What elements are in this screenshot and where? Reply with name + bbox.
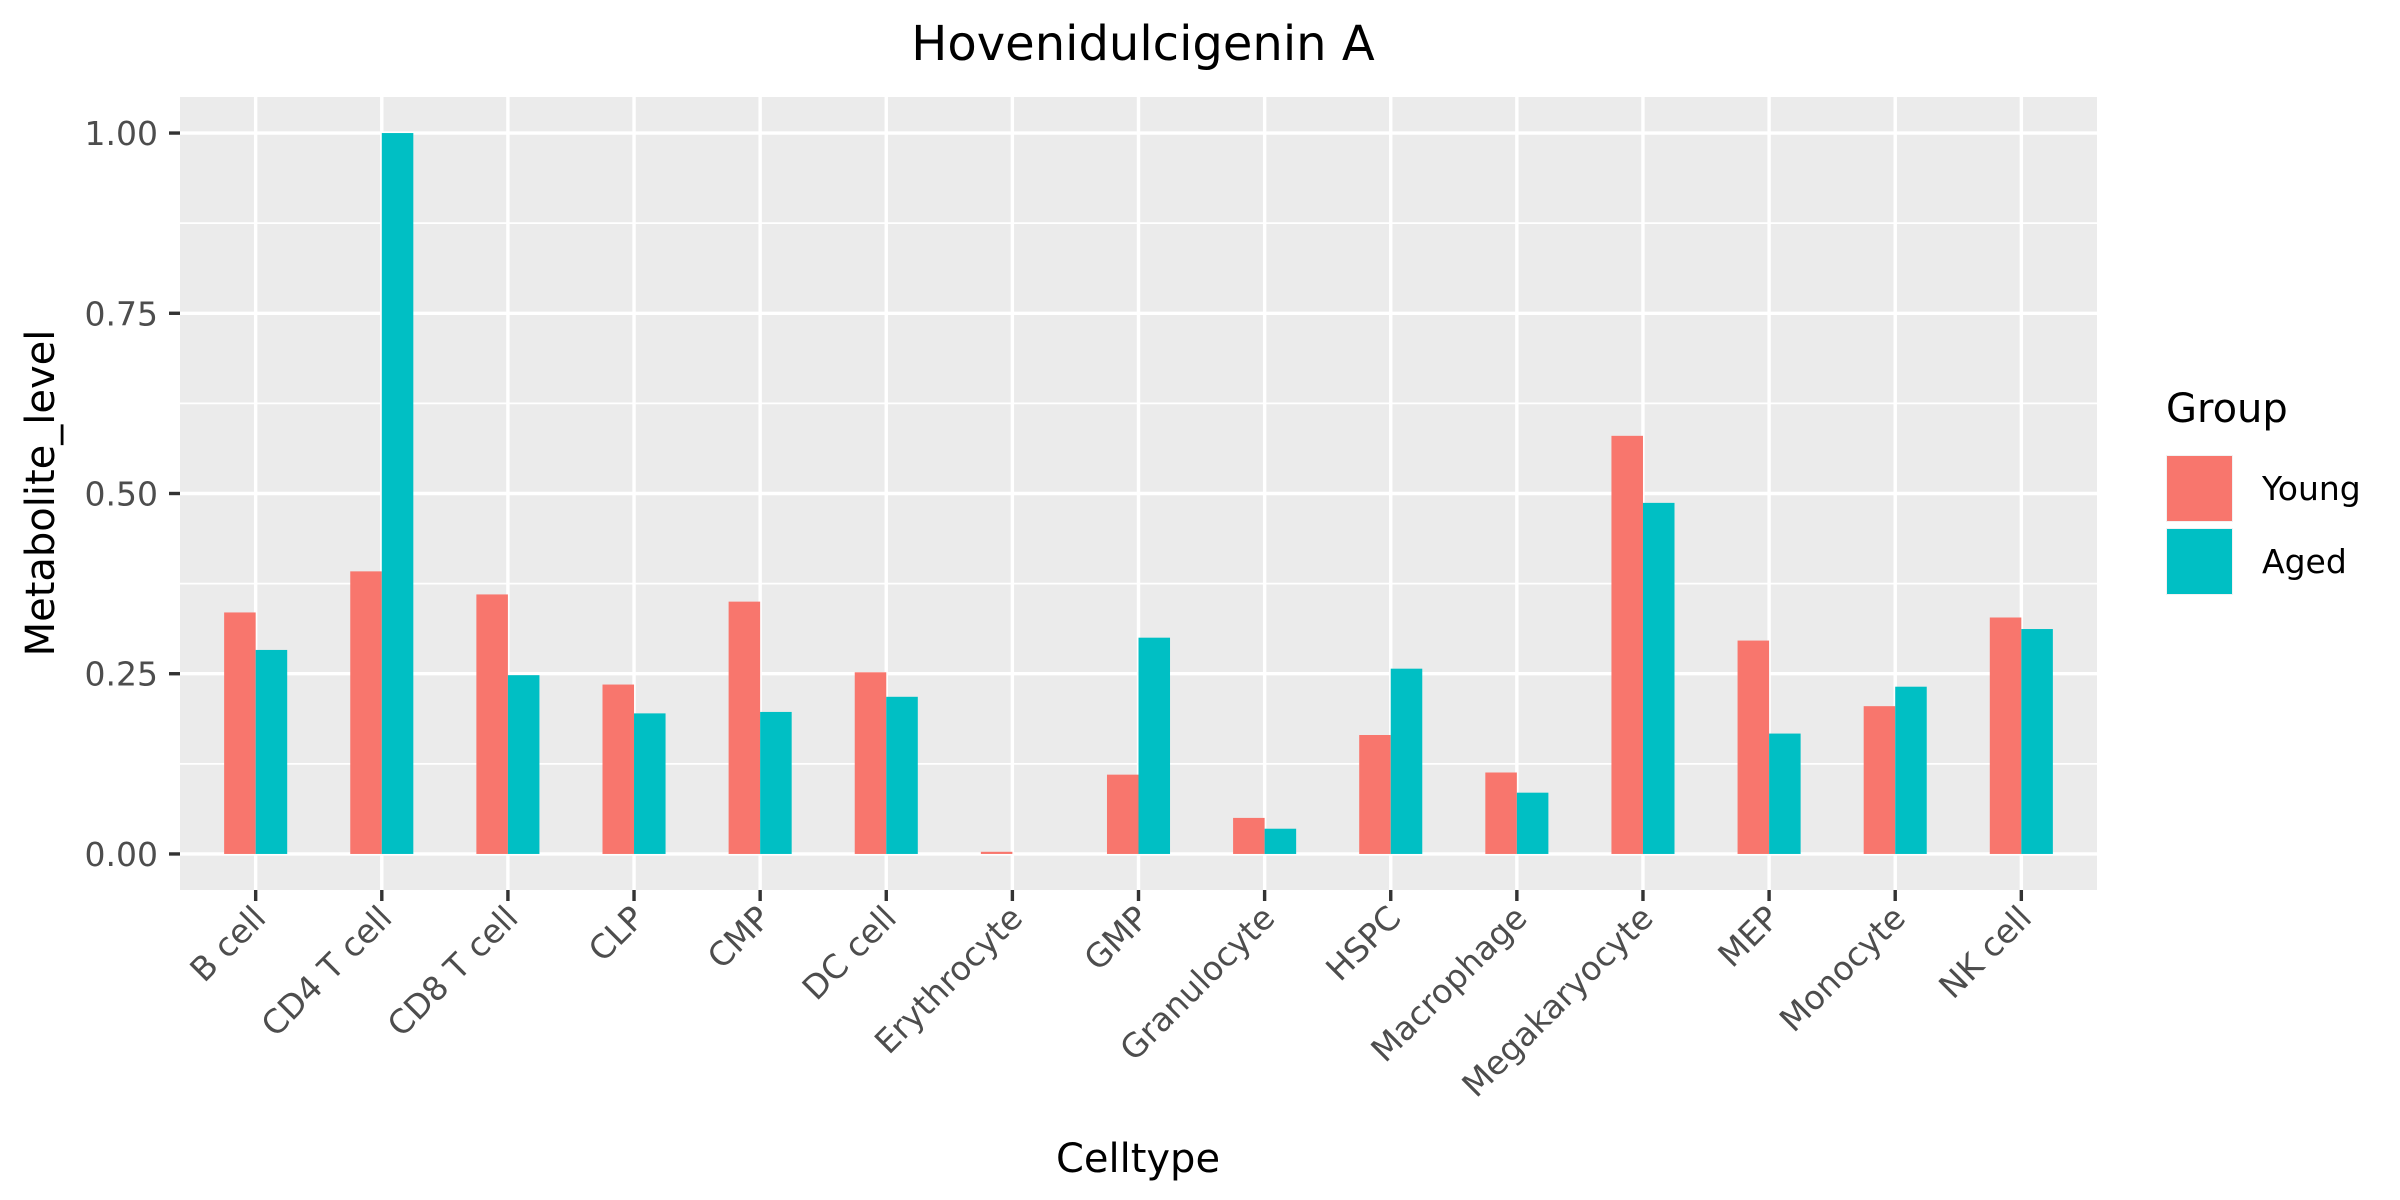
y-tick-label: 0.50 bbox=[85, 475, 158, 514]
legend-title: Group bbox=[2166, 386, 2288, 432]
bar-young-mep bbox=[1737, 640, 1770, 854]
bar-young-granulocyte bbox=[1233, 817, 1265, 854]
bar-young-gmp bbox=[1106, 774, 1139, 854]
bar-young-cd4-t-cell bbox=[350, 571, 382, 854]
y-tick-label: 0.75 bbox=[85, 294, 158, 333]
bar-aged-cd8-t-cell bbox=[507, 675, 540, 854]
y-tick-label: 0.25 bbox=[85, 655, 158, 694]
bar-aged-megakaryocyte bbox=[1642, 502, 1675, 854]
x-tick-label: CMP bbox=[700, 898, 778, 976]
x-axis-title: Celltype bbox=[1056, 1136, 1220, 1182]
bar-aged-mep bbox=[1769, 733, 1801, 854]
legend-label-young: Young bbox=[2261, 469, 2361, 508]
bar-young-b-cell bbox=[224, 612, 256, 854]
bar-aged-nk-cell bbox=[2021, 629, 2053, 854]
y-axis-title: Metabolite_level bbox=[18, 330, 64, 657]
bars bbox=[224, 133, 2053, 854]
bar-aged-dc-cell bbox=[886, 696, 918, 854]
bar-young-cd8-t-cell bbox=[476, 594, 508, 854]
bar-aged-hspc bbox=[1390, 668, 1423, 854]
bar-young-dc-cell bbox=[854, 672, 887, 854]
x-tick-label: CD4 T cell bbox=[254, 898, 400, 1044]
x-tick-label: CLP bbox=[581, 898, 652, 969]
x-tick-label: NK cell bbox=[1931, 898, 2039, 1006]
bar-young-megakaryocyte bbox=[1611, 435, 1643, 854]
bar-young-nk-cell bbox=[1989, 617, 2022, 854]
legend-label-aged: Aged bbox=[2262, 542, 2347, 581]
x-tick-label: GMP bbox=[1076, 898, 1156, 978]
bar-young-hspc bbox=[1359, 735, 1391, 854]
y-axis: 0.00 0.25 0.50 0.75 1.00 bbox=[85, 114, 180, 874]
x-tick-label: MEP bbox=[1710, 898, 1787, 975]
x-tick-label: HSPC bbox=[1318, 898, 1408, 988]
bar-aged-cmp bbox=[760, 711, 792, 854]
bar-young-monocyte bbox=[1863, 706, 1896, 854]
bar-young-macrophage bbox=[1485, 772, 1517, 854]
x-tick-label: CD8 T cell bbox=[380, 898, 526, 1044]
bar-aged-monocyte bbox=[1895, 686, 1927, 854]
bar-aged-gmp bbox=[1138, 637, 1171, 854]
x-tick-label: Monocyte bbox=[1772, 898, 1913, 1039]
legend-key-aged bbox=[2167, 529, 2232, 594]
chart-title: Hovenidulcigenin A bbox=[911, 16, 1375, 72]
y-tick-label: 0.00 bbox=[85, 835, 158, 874]
bar-young-erythrocyte bbox=[980, 851, 1013, 854]
x-tick-label: DC cell bbox=[795, 898, 904, 1007]
x-tick-label: B cell bbox=[182, 898, 273, 989]
bar-aged-clp bbox=[634, 713, 666, 854]
legend-key-young bbox=[2167, 456, 2232, 521]
legend-items: Young Aged bbox=[2166, 455, 2361, 595]
y-tick-label: 1.00 bbox=[85, 114, 158, 153]
bar-aged-granulocyte bbox=[1264, 828, 1297, 854]
bar-aged-cd4-t-cell bbox=[381, 133, 414, 854]
bar-young-clp bbox=[602, 684, 635, 854]
bar-aged-b-cell bbox=[255, 649, 288, 854]
legend: Group Young Aged bbox=[2166, 386, 2361, 595]
bar-aged-macrophage bbox=[1516, 792, 1549, 854]
bar-young-cmp bbox=[728, 601, 761, 854]
